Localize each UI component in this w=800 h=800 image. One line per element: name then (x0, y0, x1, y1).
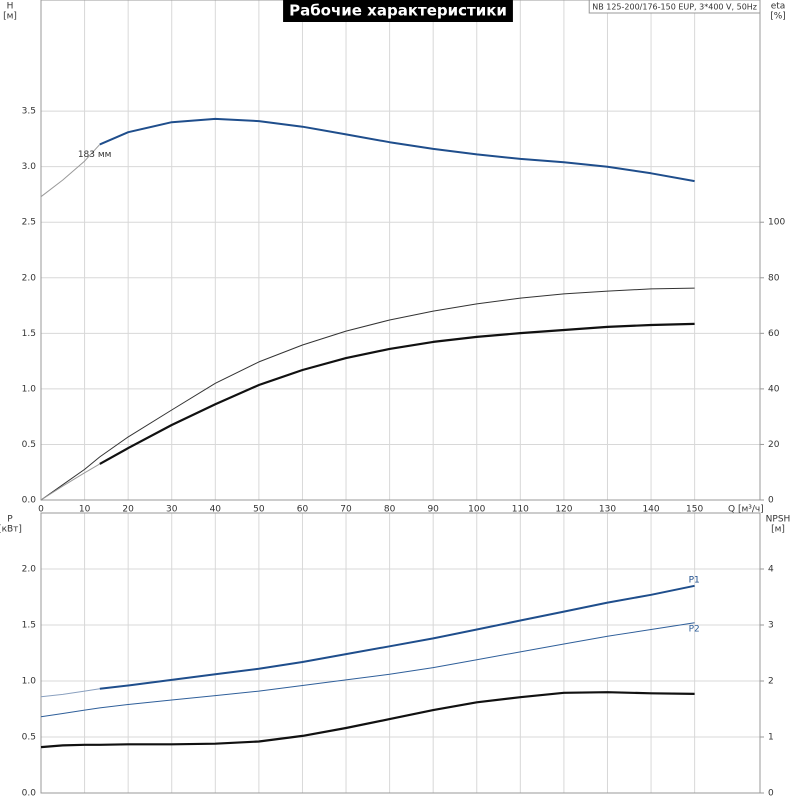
y-axis-unit: [м] (3, 12, 17, 22)
y-tick-label: 1.5 (22, 621, 36, 631)
y2-tick-label: 100 (768, 218, 785, 228)
plot-frame (40, 0, 761, 501)
curve (99, 322, 695, 465)
y2-tick-label: 20 (768, 440, 780, 450)
chart-title: Рабочие характеристики (289, 2, 507, 20)
y2-tick-label: 2 (768, 677, 774, 687)
plot-background (41, 0, 760, 500)
y2-tick-label: 60 (768, 329, 780, 339)
title-background (283, 0, 513, 22)
curve-label: 183 мм (78, 150, 112, 160)
x-axis-title: Q [м³/ч] (728, 505, 764, 515)
y-tick-label: 2.0 (22, 273, 37, 283)
x-tick-label: 70 (340, 505, 352, 515)
y-tick-label: 2.5 (22, 218, 36, 228)
x-tick-label: 130 (599, 505, 616, 515)
x-tick-label: 60 (297, 505, 309, 515)
curve-label: P1 (689, 575, 700, 585)
y2-axis-title: eta (771, 2, 786, 12)
curve (40, 691, 695, 749)
y-tick-label: 3.0 (22, 162, 37, 172)
y-tick-label: 0.5 (22, 440, 36, 450)
plot-background (41, 513, 760, 793)
y2-axis-unit: [%] (770, 12, 786, 22)
x-tick-label: 30 (166, 505, 178, 515)
y-tick-label: 0.5 (22, 733, 36, 743)
x-tick-label: 40 (210, 505, 222, 515)
y2-tick-label: 0 (768, 789, 774, 799)
x-tick-label: 150 (686, 505, 703, 515)
x-tick-label: 120 (555, 505, 572, 515)
y-tick-label: 0.0 (22, 496, 37, 506)
curve (40, 688, 100, 698)
curve (40, 144, 101, 198)
x-tick-label: 90 (427, 505, 439, 515)
y-tick-label: 1.0 (22, 677, 37, 687)
curve (40, 463, 101, 501)
plot-frame (40, 512, 761, 794)
curve-label: P2 (689, 624, 700, 634)
y-tick-label: 0.0 (22, 789, 37, 799)
x-tick-label: 80 (384, 505, 396, 515)
curve (40, 287, 695, 501)
curve (99, 584, 695, 690)
subtitle-box (588, 0, 761, 14)
y2-axis-title: NPSH (766, 515, 791, 525)
y-tick-label: 2.0 (22, 565, 37, 575)
x-tick-label: 50 (253, 505, 265, 515)
x-tick-label: 0 (38, 505, 44, 515)
x-tick-label: 110 (512, 505, 529, 515)
curve (40, 622, 695, 718)
y-tick-label: 3.5 (22, 107, 36, 117)
y-axis-unit: [кВт] (0, 525, 22, 535)
y2-axis-unit: [м] (771, 525, 785, 535)
y-tick-label: 1.5 (22, 329, 36, 339)
x-tick-label: 100 (468, 505, 485, 515)
curve (99, 117, 695, 183)
x-tick-label: 10 (79, 505, 91, 515)
y-tick-label: 1.0 (22, 384, 37, 394)
y2-tick-label: 3 (768, 621, 774, 631)
y2-tick-label: 1 (768, 733, 774, 743)
x-tick-label: 20 (122, 505, 134, 515)
y2-tick-label: 80 (768, 273, 780, 283)
x-tick-label: 140 (642, 505, 659, 515)
y-axis-title: P (7, 515, 13, 525)
y-axis-title: H (7, 2, 14, 12)
chart-subtitle: NB 125-200/176-150 EUP, 3*400 V, 50Hz (592, 3, 757, 12)
y2-tick-label: 4 (768, 565, 774, 575)
y2-tick-label: 0 (768, 496, 774, 506)
y2-tick-label: 40 (768, 384, 780, 394)
